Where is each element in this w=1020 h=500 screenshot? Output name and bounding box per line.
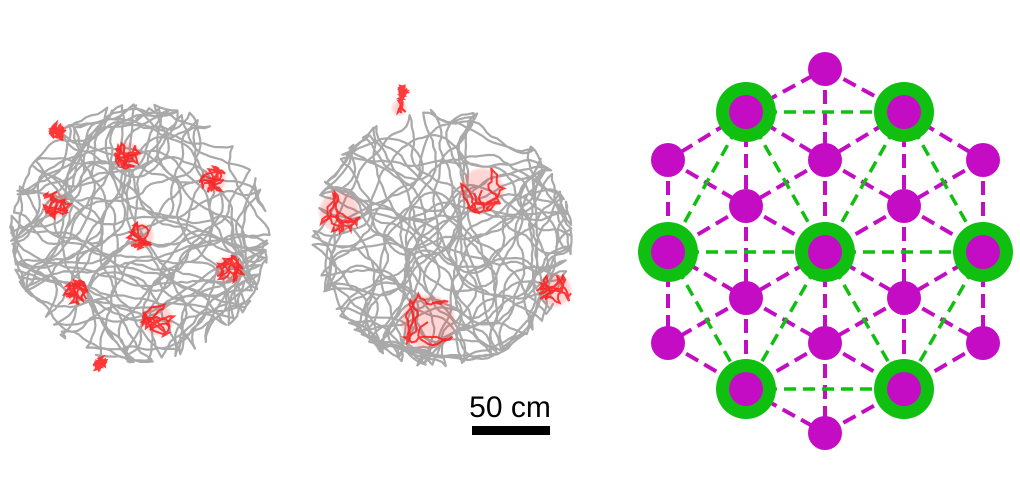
trajectory-path [9,103,271,364]
lattice-node [887,189,921,223]
firing-field [92,354,109,373]
firing-field [395,84,411,116]
firing-field [113,141,142,170]
lattice-node [887,281,921,315]
arena-right-firing-fields [319,84,572,349]
firing-field [42,190,73,221]
lattice-nodes [651,52,1000,450]
firing-field [400,291,454,347]
lattice-node [651,326,685,360]
scale-bar: 50 cm [469,391,551,435]
trajectory-path [311,108,573,368]
firing-field [319,188,361,235]
lattice-edge [823,110,906,162]
lattice-node [966,326,1000,360]
scale-bar-line [472,426,550,435]
lattice-node [887,95,921,129]
lattice-node [729,281,763,315]
hexagonal-lattice-diagram [638,52,1013,450]
arena-left-trajectory [9,103,271,364]
firing-field [198,165,226,193]
lattice-node [729,189,763,223]
firing-field [535,273,572,305]
lattice-node [729,372,763,406]
arena-right-trajectory [311,108,573,368]
lattice-edge [902,110,985,162]
firing-field [139,302,177,339]
firing-field [215,254,247,285]
scale-bar-label: 50 cm [469,391,551,424]
lattice-node [808,416,842,450]
firing-field [48,119,67,141]
lattice-node [808,235,842,269]
lattice-node [808,326,842,360]
lattice-node [808,143,842,177]
firing-field [124,220,152,251]
lattice-node [808,52,842,86]
arena-left-firing-fields [42,119,247,373]
lattice-edge [744,110,827,162]
lattice-node [651,143,685,177]
lattice-node [966,235,1000,269]
lattice-node [887,372,921,406]
lattice-node [651,235,685,269]
firing-field [61,278,89,306]
firing-field [459,167,507,215]
lattice-node [966,143,1000,177]
lattice-node [729,95,763,129]
